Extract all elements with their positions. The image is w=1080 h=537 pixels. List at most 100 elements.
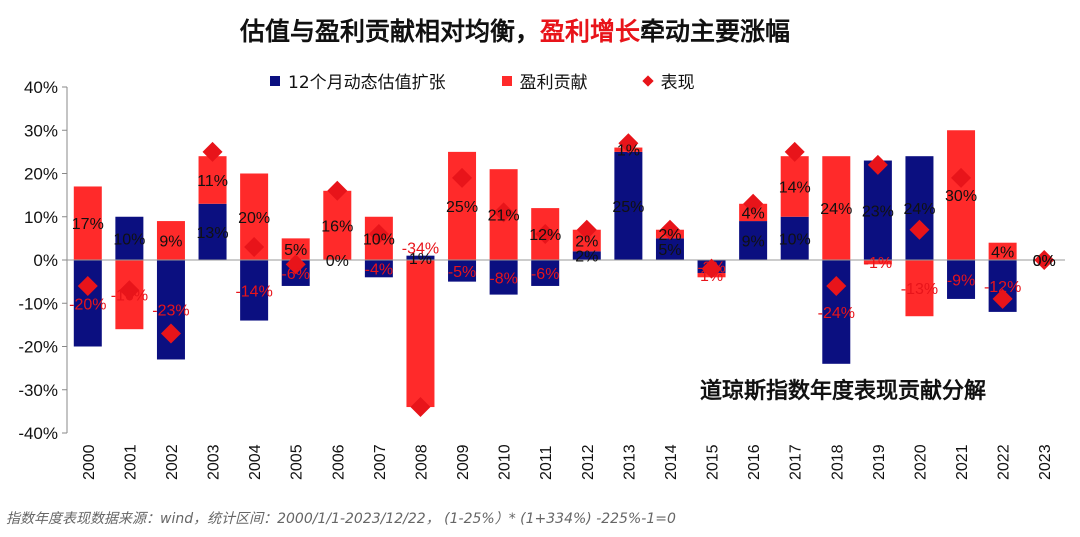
data-label-valuation: 10% — [779, 231, 811, 248]
performance-marker — [576, 219, 597, 240]
performance-marker — [951, 167, 972, 188]
data-label-valuation: -14% — [235, 283, 272, 300]
bar-valuation — [364, 260, 393, 278]
x-tick-label: 2023 — [1037, 444, 1054, 480]
data-label-earnings: 14% — [779, 179, 811, 196]
legend-label-performance: 表现 — [660, 73, 695, 93]
data-label-valuation: -12% — [984, 279, 1021, 296]
bar-earnings — [198, 156, 227, 204]
x-tick-label: 2018 — [829, 444, 846, 480]
data-label-valuation: -5% — [448, 264, 476, 281]
data-label-valuation: 2% — [575, 249, 598, 266]
y-tick-label: 40% — [24, 78, 58, 97]
performance-marker — [493, 202, 514, 223]
source-note: 指数年度表现数据来源：wind，统计区间：2000/1/1-2023/12/22… — [6, 511, 676, 527]
x-tick-label: 2016 — [746, 444, 763, 480]
y-tick-label: 20% — [24, 165, 58, 184]
performance-marker — [909, 219, 930, 240]
bar-earnings — [73, 186, 102, 260]
data-label-earnings: 10% — [363, 231, 395, 248]
bar-valuation — [614, 151, 643, 260]
x-tick-label: 2019 — [871, 444, 888, 480]
bar-earnings — [323, 190, 352, 260]
x-tick-label: 2006 — [330, 444, 347, 480]
bar-earnings — [156, 221, 185, 260]
bar-earnings — [822, 156, 851, 260]
x-tick-label: 2004 — [247, 444, 264, 480]
x-tick-label: 2017 — [788, 444, 805, 480]
legend-swatch-earnings — [501, 75, 512, 86]
performance-marker — [119, 280, 140, 301]
data-label-valuation: -23% — [152, 303, 189, 320]
bar-valuation — [115, 216, 144, 260]
performance-marker — [77, 275, 98, 296]
performance-marker — [659, 219, 680, 240]
x-tick-label: 2020 — [912, 444, 929, 480]
data-label-earnings: -16% — [111, 288, 148, 305]
y-tick-label: 10% — [24, 208, 58, 227]
data-label-earnings: 9% — [159, 234, 182, 251]
performance-marker — [743, 193, 764, 214]
y-tick-label: 0% — [33, 251, 58, 270]
data-label-earnings: 1% — [700, 268, 723, 285]
performance-marker — [410, 397, 431, 418]
bar-valuation — [73, 260, 102, 347]
performance-marker — [867, 154, 888, 175]
chart-title: 估值与盈利贡献相对均衡，盈利增长牵动主要涨幅 — [0, 12, 1030, 48]
data-label-valuation: -20% — [69, 296, 106, 313]
data-label-earnings: 0% — [1033, 253, 1056, 270]
bar-valuation — [406, 255, 435, 260]
data-label-valuation: 24% — [903, 201, 935, 218]
title-part1: 估值与盈利贡献相对均衡， — [239, 17, 540, 46]
chart-subtitle: 道琼斯指数年度表现贡献分解 — [700, 379, 987, 404]
data-label-valuation: -3% — [697, 259, 725, 276]
x-tick-label: 2008 — [413, 444, 430, 480]
data-label-earnings: -13% — [901, 281, 938, 298]
data-label-valuation: -4% — [365, 262, 393, 279]
x-tick-label: 2012 — [580, 444, 597, 480]
x-tick-label: 2022 — [996, 444, 1013, 480]
data-label-earnings: 17% — [72, 216, 104, 233]
data-label-earnings: 2% — [658, 227, 681, 244]
data-label-valuation: -6% — [531, 266, 559, 283]
bar-earnings — [905, 260, 934, 317]
performance-marker — [701, 258, 722, 279]
bar-valuation — [863, 160, 892, 260]
data-label-valuation: 9% — [742, 234, 765, 251]
data-label-earnings: 5% — [284, 242, 307, 259]
legend-label-earnings: 盈利贡献 — [519, 73, 588, 93]
data-label-valuation: 1% — [409, 251, 432, 268]
data-label-valuation: -8% — [489, 270, 517, 287]
x-tick-label: 2013 — [621, 444, 638, 480]
y-tick-label: 30% — [24, 121, 58, 140]
bar-earnings — [863, 260, 892, 265]
data-label-valuation: 10% — [113, 231, 145, 248]
bar-earnings — [947, 130, 976, 260]
legend-item-earnings: 盈利贡献 — [501, 68, 588, 93]
bar-valuation — [572, 251, 601, 260]
data-label-valuation: 0% — [1033, 253, 1056, 270]
bar-valuation — [448, 260, 477, 282]
data-label-valuation: 5% — [658, 242, 681, 259]
performance-marker — [1034, 250, 1055, 270]
performance-marker — [244, 237, 265, 258]
title-highlight: 盈利增长 — [539, 17, 640, 46]
performance-marker — [784, 141, 805, 162]
performance-marker — [992, 288, 1013, 309]
bar-valuation — [489, 260, 518, 295]
data-label-earnings: 4% — [742, 205, 765, 222]
x-tick-label: 2015 — [705, 444, 722, 480]
x-tick-label: 2021 — [954, 444, 971, 480]
performance-marker — [618, 133, 639, 154]
data-label-earnings: 12% — [529, 227, 561, 244]
data-label-earnings: 24% — [820, 201, 852, 218]
bar-valuation — [655, 238, 684, 260]
x-tick-label: 2001 — [122, 444, 139, 480]
x-tick-label: 2007 — [372, 444, 389, 480]
performance-marker — [826, 275, 847, 296]
data-label-valuation: -24% — [818, 305, 855, 322]
legend: 12个月动态估值扩张 盈利贡献 表现 — [270, 68, 751, 93]
x-tick-label: 2010 — [497, 444, 514, 480]
y-tick-label: -40% — [18, 424, 58, 443]
data-label-earnings: 2% — [575, 234, 598, 251]
